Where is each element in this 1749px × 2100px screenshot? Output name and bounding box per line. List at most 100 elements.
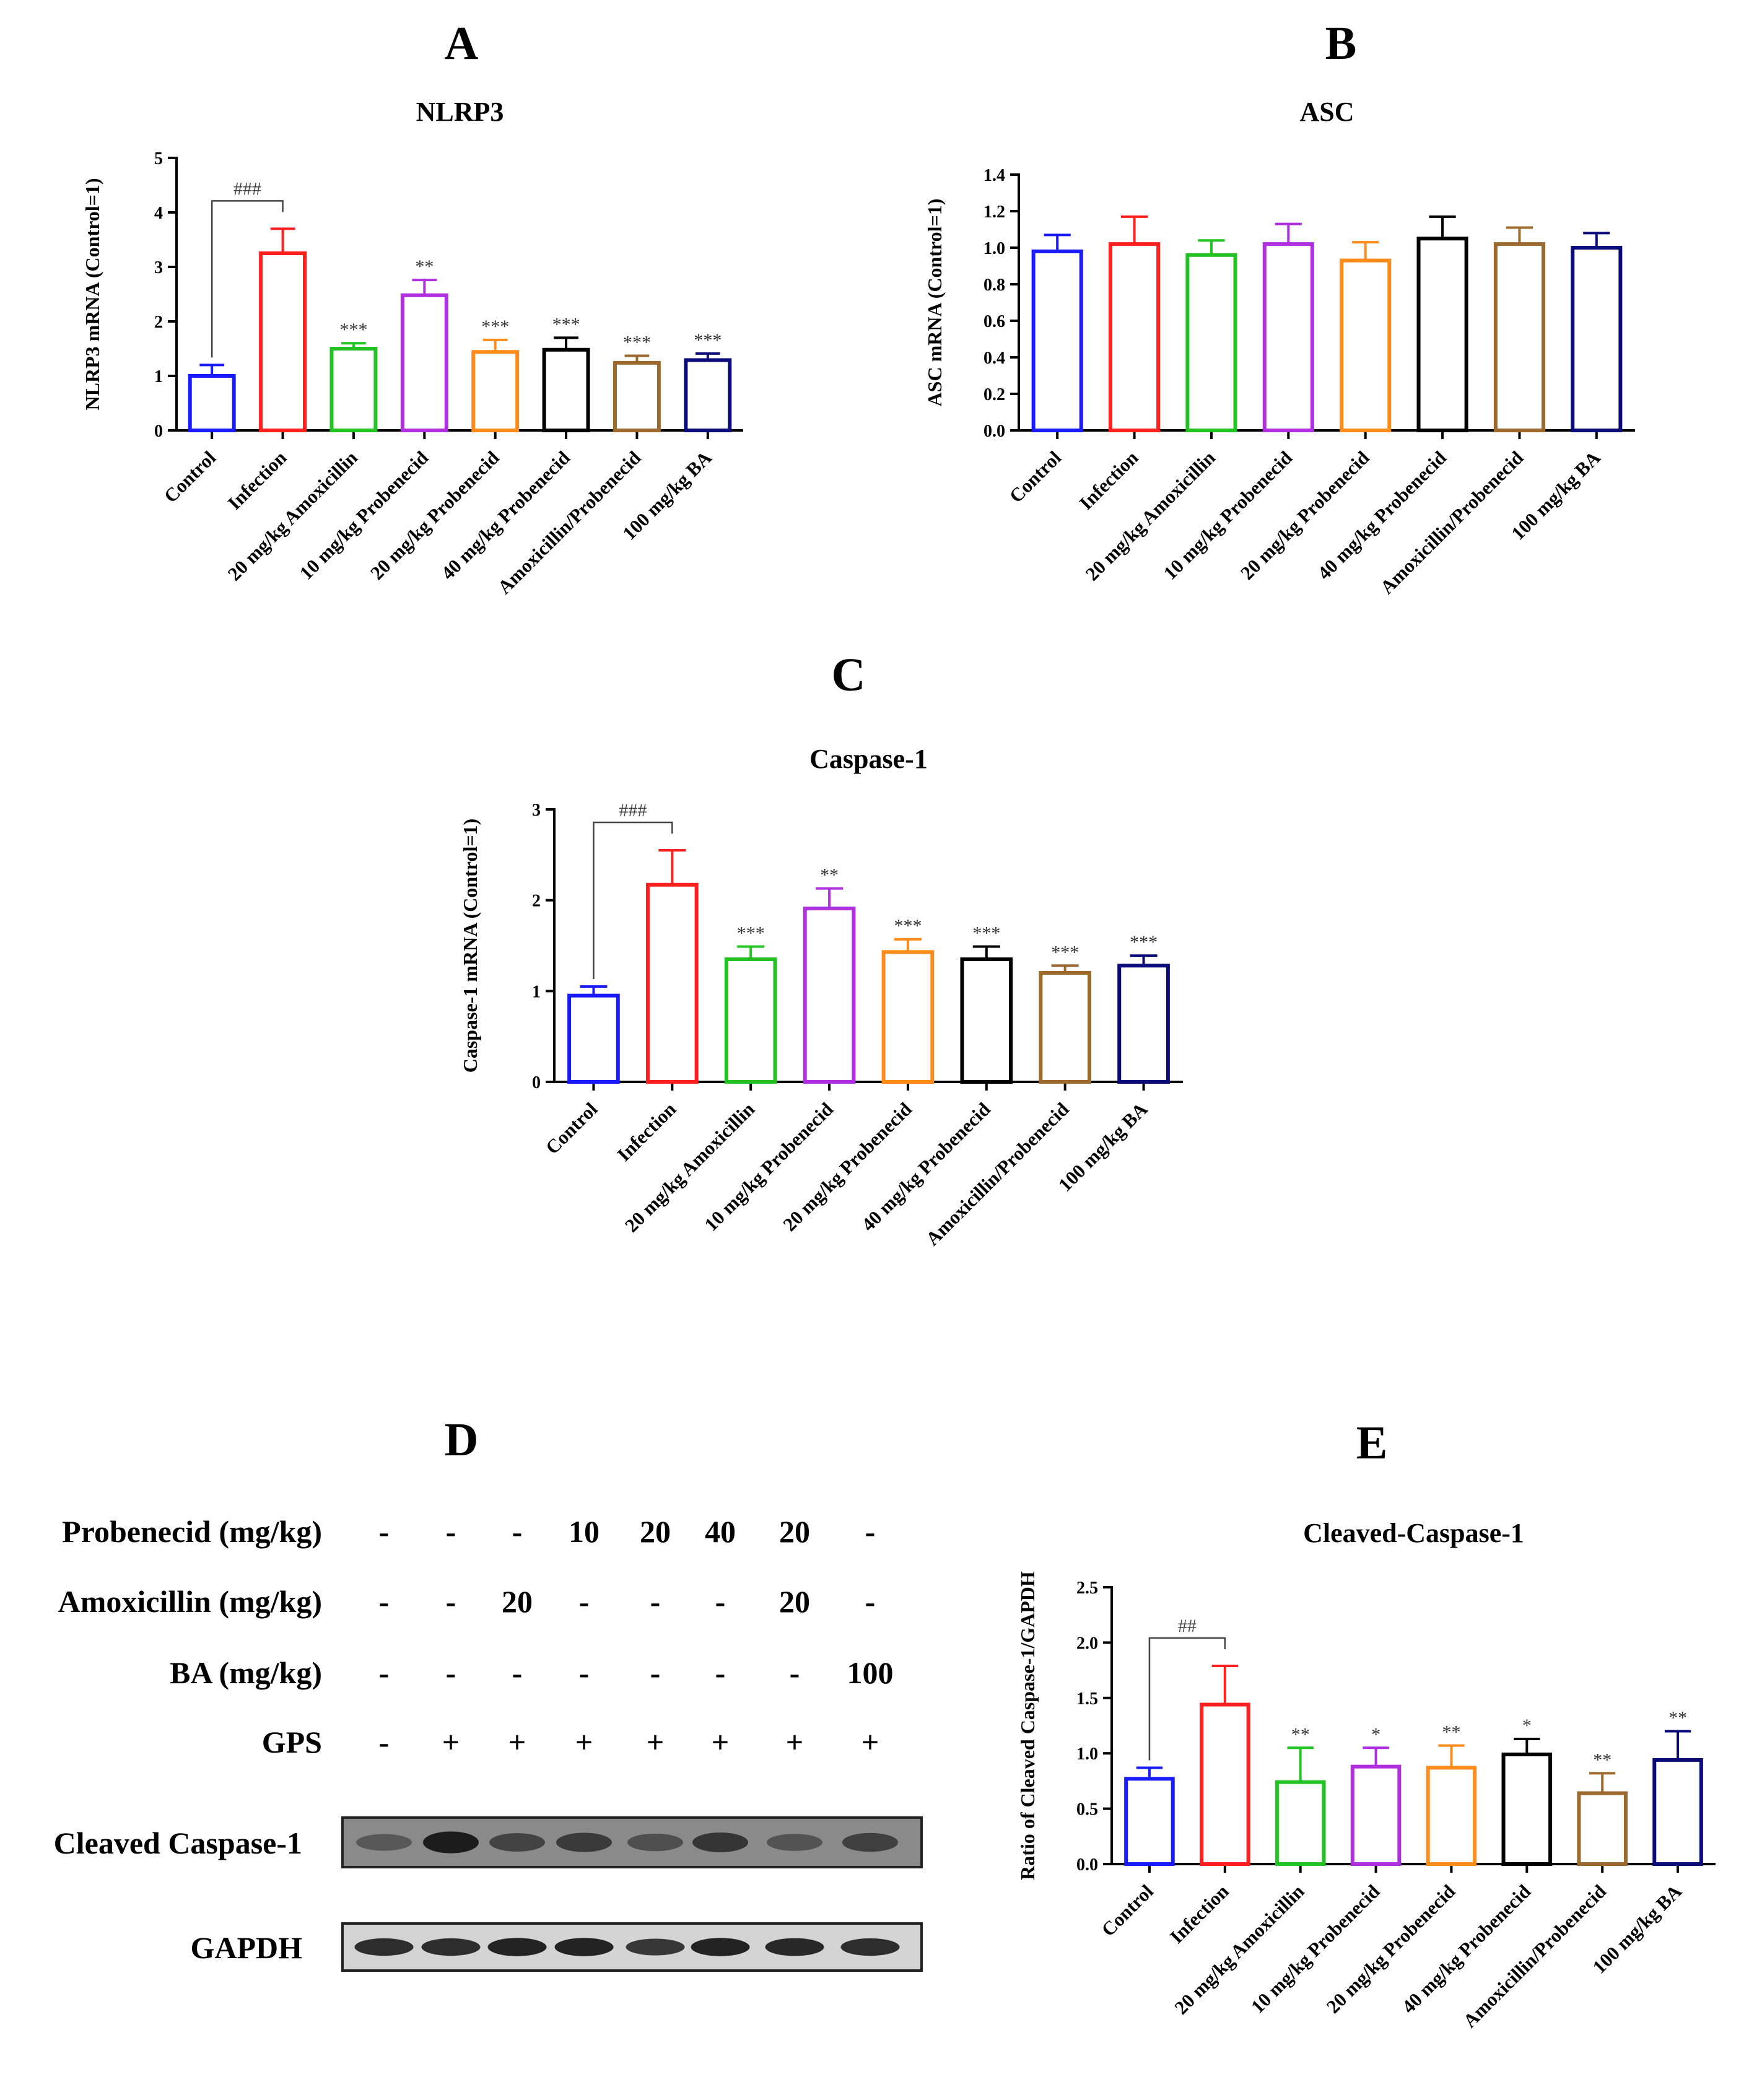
x-tick-label: 20 mg/kg Probenecid (1322, 1880, 1460, 2018)
blot-band (556, 1832, 612, 1852)
blot-band (765, 1938, 824, 1956)
significance-label: *** (339, 320, 367, 340)
blot-band (626, 1938, 685, 1956)
significance-label: * (1522, 1715, 1532, 1736)
significance-label: * (1371, 1724, 1380, 1745)
bar-7 (1039, 971, 1092, 1084)
bar-5 (881, 950, 935, 1084)
bar-7 (1493, 242, 1545, 432)
condition-value: - (865, 1584, 876, 1619)
x-tick-label: Control (541, 1098, 602, 1159)
bar-3 (1185, 253, 1237, 432)
blot-band (692, 1832, 748, 1852)
x-tick-label: Control (1005, 447, 1066, 507)
bar-8 (1571, 246, 1623, 432)
blot-band (627, 1833, 683, 1852)
x-tick-label: 10 mg/kg Probenecid (700, 1098, 837, 1235)
condition-value: + (575, 1725, 593, 1759)
x-tick-label: 20 mg/kg Amoxicillin (621, 1098, 759, 1236)
bar-3 (724, 957, 777, 1084)
bar-2 (259, 251, 307, 432)
y-axis-label: Caspase-1 mRNA (Control=1) (459, 819, 481, 1073)
x-tick-label: Infection (1166, 1880, 1233, 1948)
significance-label: *** (481, 316, 509, 337)
bar-6 (960, 957, 1013, 1084)
chart-nlrp3: NLRP3 NLRP3 mRNA (Control=1) 0 1 2 3 4 5 Control… (81, 97, 743, 598)
bar-7 (1577, 1791, 1628, 1867)
condition-value: 10 (569, 1514, 600, 1549)
bar-8 (1652, 1758, 1703, 1866)
condition-value: - (512, 1655, 523, 1690)
bar-7 (613, 360, 661, 433)
condition-value: - (446, 1584, 456, 1619)
condition-value: - (579, 1584, 590, 1619)
y-tick-label: 3 (532, 801, 541, 820)
chart-caspase-1: Caspase-1 Caspase-1 mRNA (Control=1) 0 1 2 3 C… (459, 744, 1183, 1250)
y-tick-label: 1.0 (984, 239, 1005, 258)
y-tick-label: 1.0 (1076, 1745, 1098, 1764)
y-tick-label: 0.0 (984, 422, 1005, 441)
y-axis-label: Ratio of Cleaved Caspase-1/GAPDH (1016, 1571, 1039, 1880)
blot-band (356, 1834, 412, 1851)
bar-1 (1124, 1777, 1175, 1866)
condition-value: + (861, 1725, 879, 1759)
condition-value: - (512, 1514, 523, 1549)
significance-bracket (593, 821, 673, 979)
condition-value: - (865, 1514, 876, 1549)
condition-value: - (715, 1584, 726, 1619)
condition-value: + (508, 1725, 526, 1759)
y-axis-label: ASC mRNA (Control=1) (923, 199, 946, 407)
condition-row-label: BA (mg/kg) (170, 1655, 322, 1690)
x-tick-label: Infection (613, 1098, 680, 1165)
y-tick-label: 2 (154, 313, 163, 332)
bar-2 (1200, 1702, 1250, 1867)
bar-8 (1117, 964, 1170, 1084)
significance-label: *** (1130, 932, 1158, 952)
x-tick-label: Infection (1075, 447, 1143, 514)
chart-title: Cleaved-Caspase-1 (1303, 1518, 1524, 1548)
significance-label: *** (694, 330, 722, 351)
x-tick-label: Amoxicillin/Probenecid (494, 447, 645, 598)
y-tick-label: 2.5 (1076, 1579, 1098, 1598)
condition-value: - (715, 1655, 726, 1690)
panel-letter-a: A (445, 17, 479, 69)
condition-value: - (379, 1655, 390, 1690)
x-tick-label: Control (1097, 1880, 1158, 1941)
y-tick-label: 0.2 (984, 385, 1005, 404)
significance-bracket (1148, 1637, 1226, 1761)
chart-cleaved-caspase-1: Cleaved-Caspase-1 Ratio of Cleaved Caspas… (1016, 1518, 1716, 2032)
y-tick-label: 1 (532, 982, 541, 1001)
significance-label: ** (1442, 1722, 1460, 1743)
x-tick-label: Amoxicillin/Probenecid (1376, 447, 1528, 598)
condition-row-label: Amoxicillin (mg/kg) (58, 1584, 322, 1619)
bar-1 (188, 374, 236, 432)
blot-band (691, 1938, 750, 1956)
blot-band (487, 1938, 547, 1956)
bracket-label: ### (233, 178, 261, 199)
significance-label: *** (552, 314, 580, 334)
y-tick-label: 3 (154, 258, 163, 277)
y-tick-label: 1.2 (984, 203, 1005, 222)
condition-value: 20 (502, 1584, 533, 1619)
y-tick-label: 0.4 (984, 349, 1005, 368)
significance-label: ** (1291, 1724, 1310, 1745)
y-tick-label: 1 (154, 367, 163, 386)
condition-value: + (786, 1725, 804, 1759)
x-tick-label: 40 mg/kg Probenecid (1398, 1880, 1535, 2018)
panel-letter-b: B (1325, 17, 1357, 69)
chart-title: Caspase-1 (809, 744, 928, 774)
x-tick-label: 20 mg/kg Amoxicillin (224, 447, 362, 585)
y-tick-label: 2.0 (1076, 1634, 1098, 1653)
chart-asc: ASC ASC mRNA (Control=1) 0.0 0.2 0.4 0.6 0.8 1.… (923, 97, 1635, 598)
bar-8 (684, 358, 732, 432)
x-tick-label: 10 mg/kg Probenecid (295, 447, 433, 584)
bar-4 (1350, 1764, 1402, 1866)
condition-value: - (379, 1725, 390, 1759)
y-tick-label: 4 (154, 204, 163, 223)
condition-value: 20 (779, 1584, 810, 1619)
bar-3 (329, 347, 378, 432)
blot-label: Cleaved Caspase-1 (54, 1826, 302, 1860)
significance-label: *** (623, 332, 651, 352)
condition-value: - (579, 1655, 590, 1690)
